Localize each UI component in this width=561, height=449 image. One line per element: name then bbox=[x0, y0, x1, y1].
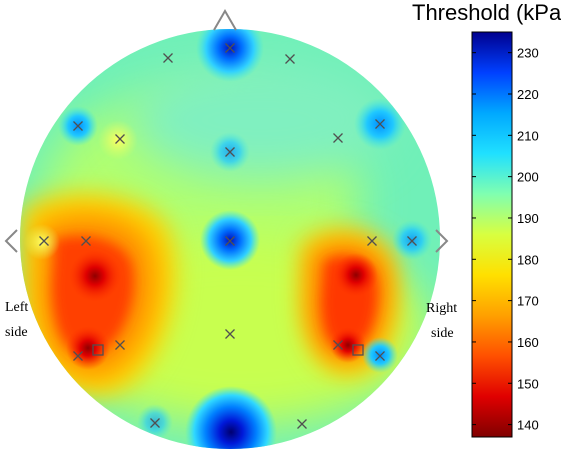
colorbar-tick-label: 230 bbox=[517, 46, 539, 61]
colorbar-tick-label: 190 bbox=[517, 211, 539, 226]
colorbar-tick-label: 150 bbox=[517, 376, 539, 391]
colorbar-tick-label: 140 bbox=[517, 418, 539, 433]
colorbar-tick-label: 170 bbox=[517, 294, 539, 309]
colorbar-tick-label: 180 bbox=[517, 252, 539, 267]
left-side-label-line2: side bbox=[5, 325, 28, 340]
colorbar-tick-label: 160 bbox=[517, 335, 539, 350]
colorbar-title: Threshold (kPa) bbox=[412, 0, 561, 25]
right-side-label-line1: Right bbox=[426, 301, 457, 316]
left-ear-marker-icon bbox=[6, 230, 17, 252]
colorbar-tick-label: 210 bbox=[517, 128, 539, 143]
left-side-label-line1: Left bbox=[5, 300, 28, 315]
colorbar-tick-label: 220 bbox=[517, 87, 539, 102]
nose-marker-icon bbox=[214, 11, 236, 30]
colorbar-tick-label: 200 bbox=[517, 170, 539, 185]
right-side-label-line2: side bbox=[431, 326, 454, 341]
colorbar bbox=[472, 32, 512, 437]
